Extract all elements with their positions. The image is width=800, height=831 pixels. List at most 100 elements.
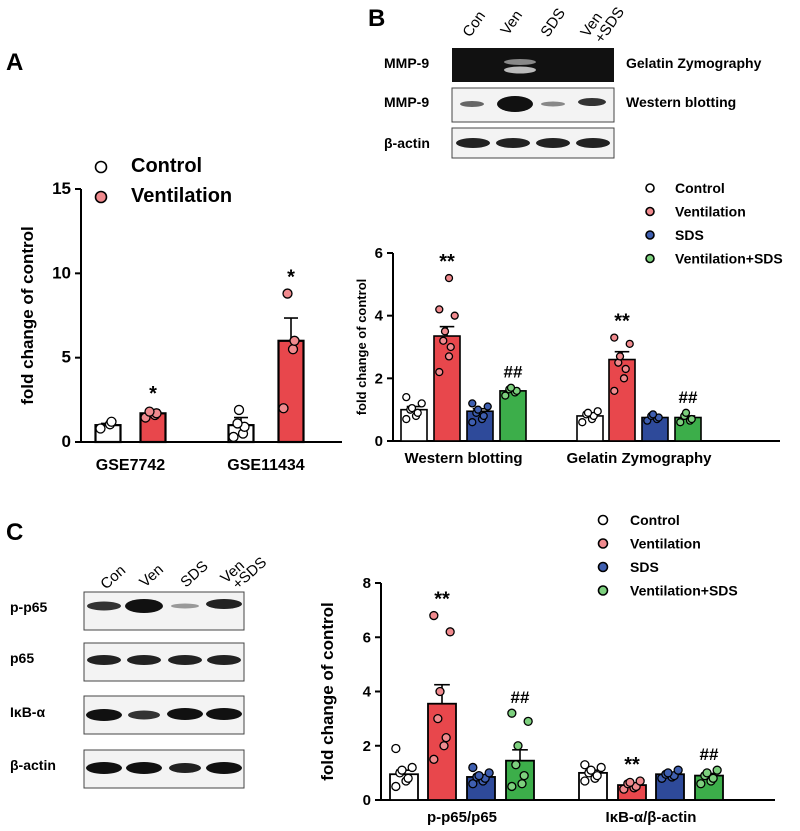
- western-mmp9-band-sds: [541, 101, 565, 107]
- data-point: [687, 414, 696, 424]
- data-point: [625, 777, 635, 788]
- y-tick-label: 2: [363, 738, 371, 755]
- data-point: [635, 776, 645, 786]
- blot-c-lane-sds: SDS: [177, 558, 211, 591]
- data-point: [712, 765, 722, 775]
- y-axis-label: fold change of control: [318, 602, 337, 781]
- blot-b-row-label-1: MMP-9: [384, 94, 429, 110]
- blot-b-lane-sds: SDS: [537, 5, 569, 40]
- blot-b-note-1: Western blotting: [626, 94, 736, 110]
- significance-mark: **: [624, 754, 640, 776]
- data-point: [523, 716, 533, 726]
- data-point: [282, 288, 293, 299]
- data-point: [435, 686, 445, 697]
- blot-b-lane-con: Con: [459, 8, 489, 40]
- y-tick-label: 2: [375, 370, 383, 387]
- ppp65-band-vensds: [206, 599, 242, 609]
- legend-label: Ventilation: [675, 204, 746, 220]
- data-point: [519, 770, 529, 781]
- western-mmp9-band-con: [460, 101, 484, 107]
- data-point: [95, 423, 106, 434]
- data-point: [435, 367, 444, 377]
- blot-c-lane-ven: Ven: [136, 561, 167, 591]
- x-category-label: Western blotting: [404, 450, 522, 467]
- y-axis-label: fold change of control: [354, 279, 369, 416]
- data-point: [106, 416, 117, 427]
- western-mmp9-band-vensds: [578, 98, 606, 106]
- chart-a: 0 5 10 15 fold change of control * * GSE7742 GSE…: [18, 155, 342, 474]
- ikba-band-ven: [128, 710, 160, 720]
- data-point: [648, 410, 658, 419]
- data-point: [402, 414, 411, 424]
- data-point: [468, 762, 478, 773]
- legend-label: Control: [131, 155, 202, 177]
- data-point: [507, 781, 517, 792]
- blot-c-lane-labels: Con Ven SDS Ven +SDS: [97, 554, 270, 593]
- western-bactin-band-con: [456, 138, 490, 148]
- legend-label: Ventilation: [630, 536, 701, 552]
- ikba-band-con: [86, 709, 122, 721]
- chart-b: 0 2 4 6 fold change of control ** ** ## ## Wester…: [354, 180, 783, 467]
- data-point: [289, 335, 300, 346]
- data-point: [615, 352, 625, 361]
- blot-b-rows: MMP-9 MMP-9 β-actin Gelatin Zymography W…: [384, 48, 762, 159]
- data-point: [625, 339, 634, 349]
- legend-marker: [597, 585, 609, 596]
- legend-label: Control: [675, 180, 725, 196]
- x-category-label: IκB-α/β-actin: [606, 809, 697, 826]
- y-tick-label: 8: [363, 575, 371, 592]
- data-point: [429, 610, 439, 621]
- legend-marker: [94, 160, 108, 174]
- data-point: [578, 418, 587, 427]
- data-point: [610, 386, 619, 396]
- data-point: [433, 713, 443, 724]
- data-point: [511, 760, 521, 770]
- legend-marker: [645, 230, 655, 240]
- significance-mark: ##: [700, 745, 719, 764]
- p65-band-sds: [168, 655, 202, 665]
- y-tick-label: 6: [375, 245, 383, 262]
- significance-mark: *: [149, 383, 157, 405]
- data-point: [673, 765, 683, 775]
- p65-band-vensds: [207, 655, 241, 665]
- blot-c-row-label-0: p-p65: [10, 599, 48, 615]
- data-point: [479, 411, 488, 421]
- c-bactin-band-con: [86, 762, 122, 774]
- legend-label: Ventilation: [131, 185, 232, 207]
- data-point: [228, 431, 239, 443]
- data-point: [596, 762, 606, 773]
- data-point: [484, 768, 494, 778]
- significance-mark: **: [614, 311, 630, 333]
- significance-mark: ##: [679, 388, 698, 407]
- ppp65-band-con: [87, 601, 121, 611]
- data-point: [407, 762, 417, 773]
- bar-ventilation-0: [433, 335, 461, 442]
- blot-c-lane-con: Con: [97, 562, 129, 593]
- x-category-label: GSE11434: [227, 457, 305, 474]
- y-tick-label: 10: [52, 263, 71, 282]
- data-point: [439, 336, 448, 345]
- ikba-band-vensds: [206, 708, 242, 720]
- panel-label-a: A: [6, 49, 23, 76]
- p65-band-con: [87, 655, 121, 665]
- x-category-label: Gelatin Zymography: [566, 450, 712, 467]
- legend-marker: [597, 561, 609, 573]
- data-point: [517, 779, 527, 789]
- significance-mark: *: [287, 267, 295, 289]
- legend-marker: [94, 190, 108, 204]
- data-point: [468, 399, 477, 408]
- data-point: [413, 408, 422, 417]
- data-point: [446, 342, 455, 352]
- x-category-label: GSE7742: [96, 457, 165, 474]
- data-point: [619, 374, 629, 383]
- blot-c-row-label-3: β-actin: [10, 757, 56, 773]
- y-tick-label: 5: [62, 348, 71, 367]
- y-tick-label: 4: [375, 308, 384, 325]
- data-point: [444, 273, 454, 283]
- data-point: [403, 773, 413, 783]
- blot-b-row-label-2: β-actin: [384, 135, 430, 151]
- data-point: [592, 770, 602, 781]
- western-mmp9-band-ven: [497, 96, 533, 112]
